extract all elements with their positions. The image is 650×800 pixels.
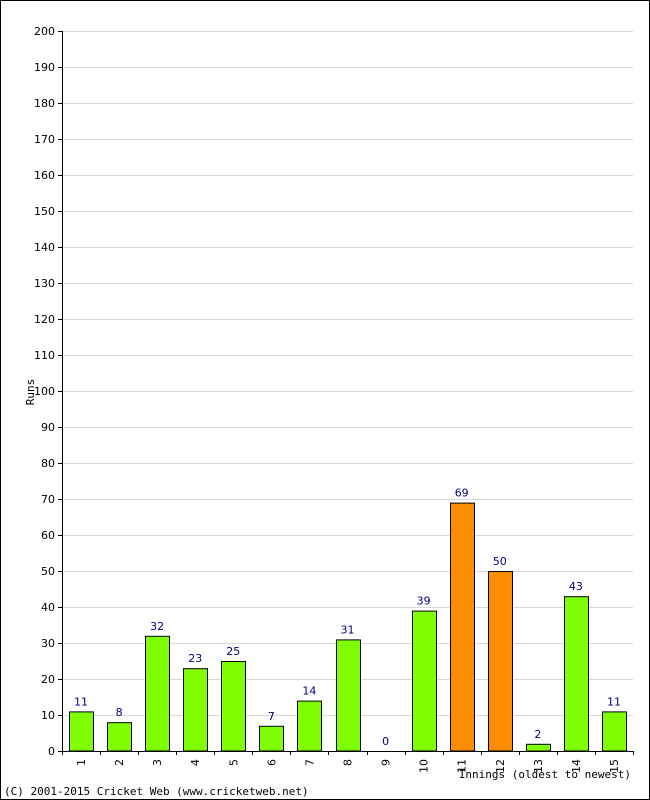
data-label: 14 xyxy=(302,685,316,698)
y-axis-title: Runs xyxy=(24,379,37,406)
y-tick-label: 120 xyxy=(34,313,55,326)
y-tick-label: 30 xyxy=(41,637,55,650)
x-axis-title: Innings (oldest to newest) xyxy=(459,768,631,781)
bar-15 xyxy=(602,711,627,752)
y-axis-ticks: 0 10 20 30 40 50 60 70 80 90 100 110 120 130 140 150 160… xyxy=(34,25,62,758)
data-label: 11 xyxy=(74,695,88,708)
data-label: 32 xyxy=(150,620,164,633)
y-tick-label: 50 xyxy=(41,565,55,578)
bar-12 xyxy=(488,571,513,752)
data-label: 43 xyxy=(569,580,583,593)
data-label: 31 xyxy=(341,623,355,636)
data-label: 2 xyxy=(534,728,541,741)
bar-3 xyxy=(145,635,170,752)
bar-14 xyxy=(564,596,589,752)
y-tick-label: 40 xyxy=(41,601,55,614)
bar-2 xyxy=(107,722,132,752)
bar-7 xyxy=(297,700,322,752)
y-tick-label: 110 xyxy=(34,349,55,362)
bars xyxy=(69,502,627,752)
data-labels: 11 8 32 23 25 7 14 31 0 39 69 50 2 43 11 xyxy=(74,487,621,748)
data-label: 8 xyxy=(116,706,123,719)
y-tick-label: 150 xyxy=(34,205,55,218)
y-tick-label: 10 xyxy=(41,709,55,722)
x-tick-label: 13 xyxy=(532,759,545,773)
x-tick-label: 8 xyxy=(342,759,355,766)
y-tick-label: 70 xyxy=(41,493,55,506)
y-tick-label: 130 xyxy=(34,277,55,290)
data-label: 39 xyxy=(417,595,431,608)
data-label: 69 xyxy=(455,487,469,500)
bar-5 xyxy=(221,661,246,752)
x-tick-label: 15 xyxy=(608,759,621,773)
x-tick-label: 7 xyxy=(303,759,316,766)
copyright-notice: (C) 2001-2015 Cricket Web (www.cricketwe… xyxy=(4,785,309,798)
bar-11 xyxy=(450,502,475,752)
data-label: 0 xyxy=(382,735,389,748)
y-tick-label: 190 xyxy=(34,61,55,74)
bar-13 xyxy=(526,743,551,752)
y-tick-label: 60 xyxy=(41,529,55,542)
bar-8 xyxy=(336,639,361,752)
data-label: 11 xyxy=(607,695,621,708)
bar-6 xyxy=(259,725,284,752)
x-tick-label: 6 xyxy=(265,759,278,766)
y-tick-label: 160 xyxy=(34,169,55,182)
bar-10 xyxy=(412,610,437,752)
y-tick-label: 90 xyxy=(41,421,55,434)
x-axis-ticks: 1 2 3 4 5 6 7 8 9 10 11 12 13 14 15 xyxy=(75,751,634,773)
x-tick-label: 4 xyxy=(189,759,202,766)
y-tick-label: 0 xyxy=(48,745,55,758)
x-tick-label: 9 xyxy=(380,759,393,766)
y-tick-label: 140 xyxy=(34,241,55,254)
x-tick-label: 14 xyxy=(570,759,583,773)
data-label: 23 xyxy=(188,652,202,665)
bar-1 xyxy=(69,711,94,752)
y-tick-label: 170 xyxy=(34,133,55,146)
x-tick-label: 2 xyxy=(113,759,126,766)
data-label: 50 xyxy=(493,555,507,568)
x-tick-label: 12 xyxy=(494,759,507,773)
x-tick-label: 10 xyxy=(418,759,431,773)
x-tick-label: 5 xyxy=(227,759,240,766)
x-tick-label: 11 xyxy=(456,759,469,773)
y-tick-label: 200 xyxy=(34,25,55,38)
data-label: 25 xyxy=(226,645,240,658)
y-tick-label: 20 xyxy=(41,673,55,686)
bar-4 xyxy=(183,668,208,752)
y-tick-label: 180 xyxy=(34,97,55,110)
y-tick-label: 80 xyxy=(41,457,55,470)
y-tick-label: 100 xyxy=(34,385,55,398)
x-tick-label: 1 xyxy=(75,759,88,766)
x-tick-label: 3 xyxy=(151,759,164,766)
gridlines xyxy=(62,31,633,716)
data-label: 7 xyxy=(268,710,275,723)
